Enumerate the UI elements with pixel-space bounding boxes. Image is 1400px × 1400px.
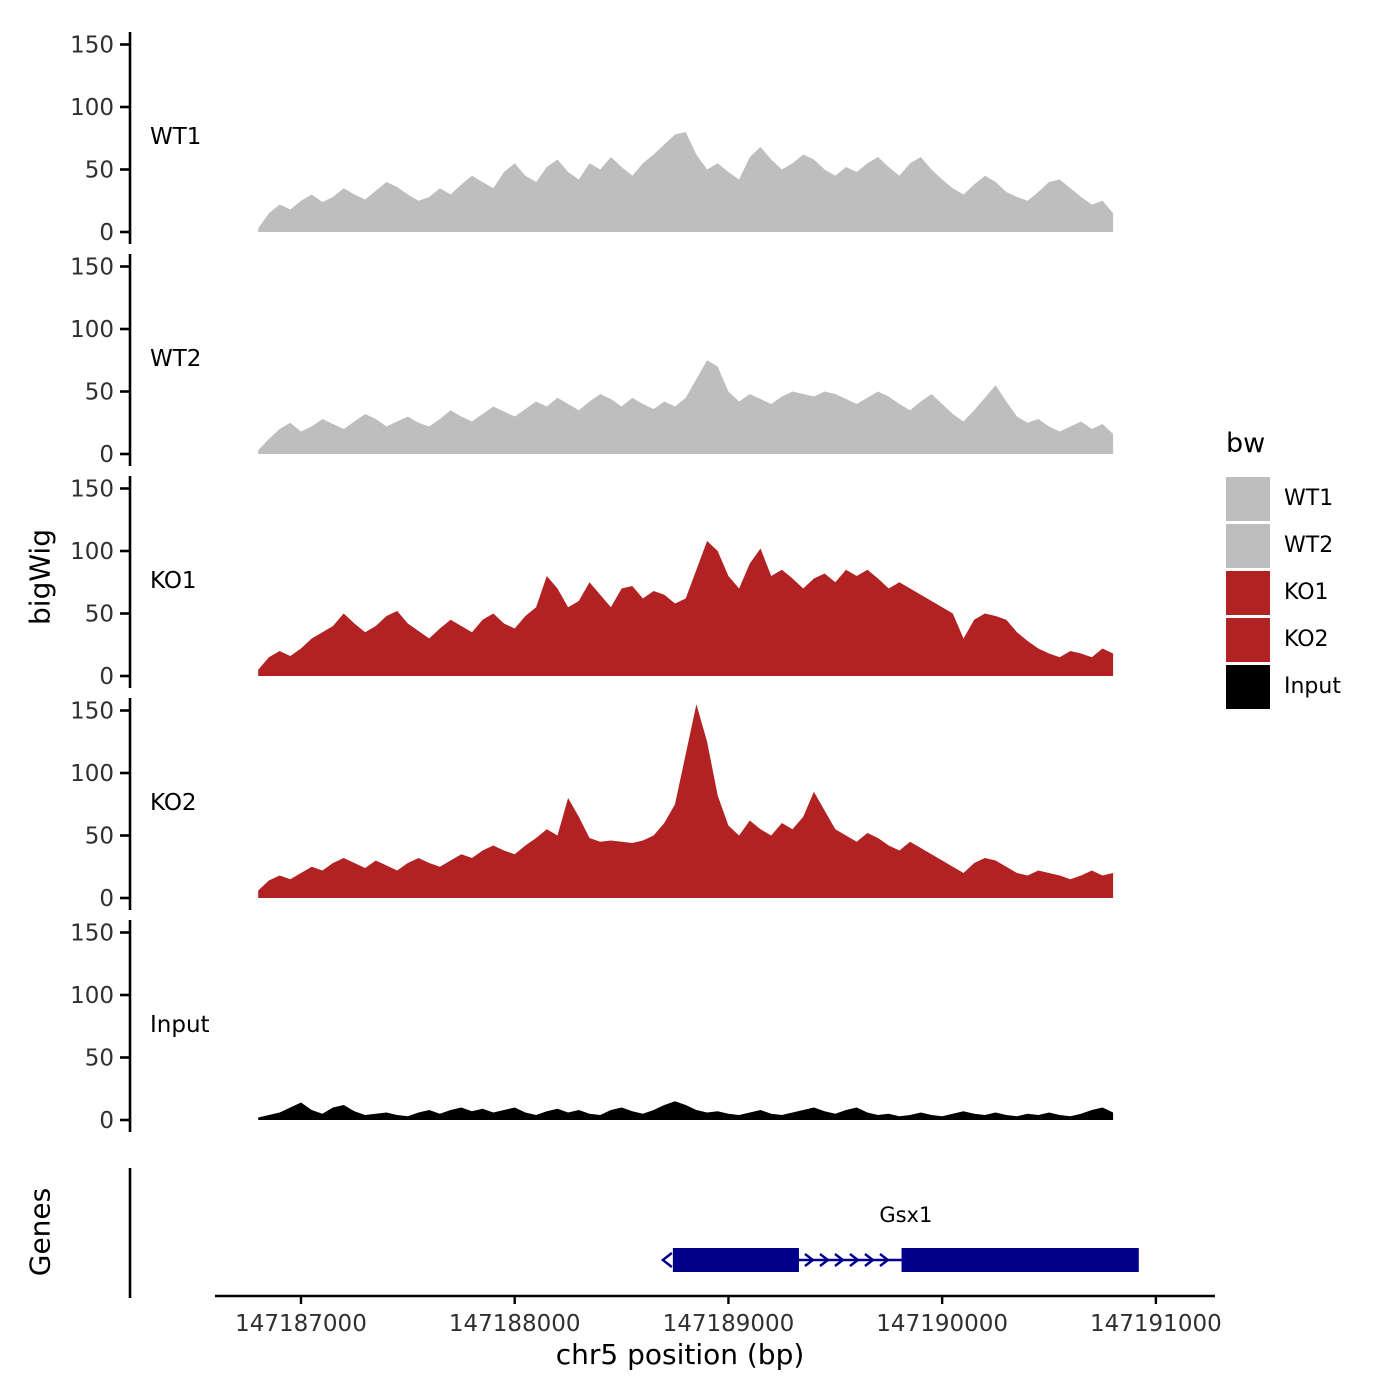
area-wt2 bbox=[258, 360, 1114, 454]
area-ko2 bbox=[258, 704, 1114, 898]
y-tick-label: 50 bbox=[85, 380, 114, 406]
track-ko2: 0 50 100 150 KO2 bbox=[70, 698, 1114, 910]
gene-track-panel: Gsx1 bbox=[60, 1160, 1280, 1304]
y-tick-label: 0 bbox=[99, 220, 114, 244]
intron-direction-arrow bbox=[834, 1253, 845, 1267]
gene-strand-arrow bbox=[660, 1252, 673, 1268]
track-input: 0 50 100 150 Input bbox=[70, 920, 1114, 1132]
track-wt2: 0 50 100 150 WT2 bbox=[70, 254, 1114, 466]
y-tick-label: 100 bbox=[70, 317, 114, 343]
legend-entries: WT1 WT2 KO1 KO2 Input bbox=[1226, 475, 1341, 710]
legend-label: KO2 bbox=[1284, 627, 1329, 652]
legend-label: WT1 bbox=[1284, 486, 1334, 511]
area-ko1 bbox=[258, 541, 1114, 676]
y-tick-label: 50 bbox=[85, 602, 114, 628]
legend-label: Input bbox=[1284, 674, 1341, 699]
gene-exon bbox=[672, 1248, 799, 1272]
legend-entry-wt2: WT2 bbox=[1226, 522, 1341, 569]
intron-direction-arrow bbox=[849, 1253, 860, 1267]
legend-entry-input: Input bbox=[1226, 663, 1341, 710]
x-axis-title: chr5 position (bp) bbox=[555, 1338, 805, 1371]
legend-key-swatch bbox=[1226, 476, 1270, 521]
y-tick-label: 0 bbox=[99, 664, 114, 688]
legend-entry-ko1: KO1 bbox=[1226, 569, 1341, 616]
y-tick-label: 100 bbox=[70, 95, 114, 121]
y-tick-label: 100 bbox=[70, 983, 114, 1009]
x-tick-label: 147191000 bbox=[1090, 1311, 1222, 1337]
x-tick-label: 147189000 bbox=[663, 1311, 795, 1337]
legend-entry-wt1: WT1 bbox=[1226, 475, 1341, 522]
intron-direction-arrow bbox=[819, 1253, 830, 1267]
legend-key-swatch bbox=[1226, 570, 1270, 615]
legend-label: KO1 bbox=[1284, 580, 1329, 605]
track-label: Input bbox=[150, 1012, 210, 1038]
intron-direction-arrow bbox=[804, 1253, 815, 1267]
x-tick-label: 147187000 bbox=[235, 1311, 367, 1337]
track-label: WT2 bbox=[150, 346, 201, 372]
genes-axis-title: Genes bbox=[23, 1187, 57, 1277]
area-input bbox=[258, 1101, 1114, 1120]
gene-exon bbox=[901, 1248, 1139, 1272]
y-tick-label: 150 bbox=[70, 33, 114, 59]
y-tick-label: 50 bbox=[85, 158, 114, 184]
track-wt1: 0 50 100 150 WT1 bbox=[70, 32, 1114, 244]
y-tick-label: 50 bbox=[85, 824, 114, 850]
y-tick-label: 100 bbox=[70, 761, 114, 787]
y-tick-label: 0 bbox=[99, 1108, 114, 1132]
x-tick-label: 147188000 bbox=[449, 1311, 581, 1337]
intron-direction-arrow bbox=[879, 1253, 890, 1267]
x-axis: 147187000 147188000 147189000 147190000 1471… bbox=[0, 1290, 1400, 1354]
legend-key-swatch bbox=[1226, 617, 1270, 662]
y-tick-label: 0 bbox=[99, 442, 114, 466]
legend: bw WT1 WT2 KO1 KO2 Input bbox=[1226, 428, 1341, 710]
legend-title: bw bbox=[1226, 428, 1266, 459]
legend-key-swatch bbox=[1226, 664, 1270, 709]
bigwig-axis-title: bigWig bbox=[23, 529, 57, 625]
track-label: WT1 bbox=[150, 124, 201, 150]
x-axis-svg: 147187000 147188000 147189000 147190000 1471… bbox=[215, 1294, 1222, 1337]
y-tick-label: 150 bbox=[70, 921, 114, 947]
y-tick-label: 50 bbox=[85, 1046, 114, 1072]
legend-entry-ko2: KO2 bbox=[1226, 616, 1341, 663]
legend-label: WT2 bbox=[1284, 533, 1334, 558]
y-tick-label: 150 bbox=[70, 255, 114, 281]
y-tick-label: 0 bbox=[99, 886, 114, 910]
y-tick-label: 100 bbox=[70, 539, 114, 565]
coverage-tracks: 0 50 100 150 WT1 0 50 100 150 WT2 0 50 100 150 KO1 0 50 1… bbox=[60, 22, 1280, 1132]
y-tick-label: 150 bbox=[70, 699, 114, 725]
x-tick-label: 147190000 bbox=[876, 1311, 1008, 1337]
track-label: KO1 bbox=[150, 568, 197, 594]
intron-direction-arrow bbox=[864, 1253, 875, 1267]
y-tick-label: 150 bbox=[70, 477, 114, 503]
gene-label: Gsx1 bbox=[879, 1203, 932, 1227]
track-ko1: 0 50 100 150 KO1 bbox=[70, 476, 1114, 688]
legend-key-swatch bbox=[1226, 523, 1270, 568]
gene-track-svg: Gsx1 bbox=[128, 1168, 1139, 1298]
area-wt1 bbox=[258, 132, 1114, 232]
track-label: KO2 bbox=[150, 790, 197, 816]
